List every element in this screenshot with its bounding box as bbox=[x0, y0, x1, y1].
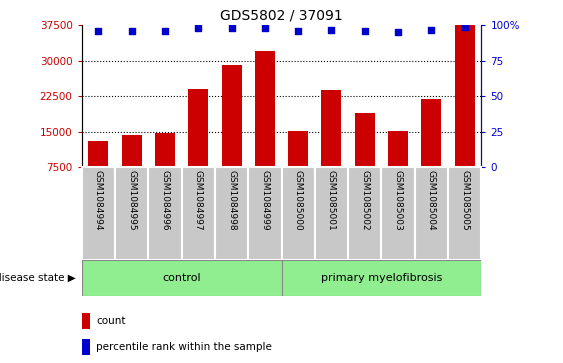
Bar bbox=[382, 167, 415, 260]
Text: GSM1084997: GSM1084997 bbox=[194, 170, 203, 231]
Bar bbox=[122, 135, 142, 203]
Bar bbox=[355, 113, 375, 203]
Bar bbox=[188, 89, 208, 203]
Text: GSM1085005: GSM1085005 bbox=[460, 170, 469, 231]
Text: count: count bbox=[96, 316, 126, 326]
Bar bbox=[82, 339, 91, 355]
Bar bbox=[348, 167, 382, 260]
Point bbox=[127, 28, 136, 34]
Bar bbox=[82, 313, 91, 329]
Text: GSM1085001: GSM1085001 bbox=[327, 170, 336, 231]
Bar bbox=[282, 167, 315, 260]
Point bbox=[294, 28, 303, 34]
Point bbox=[360, 28, 369, 34]
Bar bbox=[181, 167, 215, 260]
Text: control: control bbox=[162, 273, 201, 283]
Text: GSM1085003: GSM1085003 bbox=[394, 170, 403, 231]
Text: GSM1084998: GSM1084998 bbox=[227, 170, 236, 231]
Bar bbox=[421, 98, 441, 203]
Bar bbox=[148, 167, 181, 260]
Bar bbox=[215, 167, 248, 260]
Point bbox=[394, 29, 403, 35]
Text: GSM1084995: GSM1084995 bbox=[127, 170, 136, 231]
Bar bbox=[315, 167, 348, 260]
Bar bbox=[82, 167, 115, 260]
Text: GSM1085004: GSM1085004 bbox=[427, 170, 436, 231]
Bar bbox=[222, 65, 242, 203]
Point bbox=[194, 25, 203, 31]
Point bbox=[94, 28, 103, 34]
Bar bbox=[288, 131, 308, 203]
Point bbox=[460, 24, 469, 30]
Text: primary myelofibrosis: primary myelofibrosis bbox=[321, 273, 442, 283]
Title: GDS5802 / 37091: GDS5802 / 37091 bbox=[220, 9, 343, 23]
Bar bbox=[88, 141, 108, 203]
Bar bbox=[448, 167, 481, 260]
Point bbox=[160, 28, 169, 34]
Text: GSM1085000: GSM1085000 bbox=[294, 170, 303, 231]
Text: percentile rank within the sample: percentile rank within the sample bbox=[96, 342, 272, 352]
Bar bbox=[282, 260, 481, 296]
Bar bbox=[82, 260, 282, 296]
Bar bbox=[415, 167, 448, 260]
Bar bbox=[248, 167, 282, 260]
Text: GSM1084994: GSM1084994 bbox=[94, 170, 103, 230]
Point bbox=[227, 25, 236, 31]
Text: disease state ▶: disease state ▶ bbox=[0, 273, 76, 283]
Point bbox=[427, 27, 436, 33]
Text: GSM1084999: GSM1084999 bbox=[260, 170, 269, 231]
Text: GSM1084996: GSM1084996 bbox=[160, 170, 169, 231]
Bar bbox=[455, 25, 475, 203]
Bar bbox=[155, 133, 175, 203]
Bar bbox=[115, 167, 148, 260]
Point bbox=[260, 25, 269, 31]
Text: GSM1085002: GSM1085002 bbox=[360, 170, 369, 231]
Point bbox=[327, 27, 336, 33]
Bar bbox=[388, 131, 408, 203]
Bar bbox=[321, 90, 341, 203]
Bar bbox=[255, 51, 275, 203]
